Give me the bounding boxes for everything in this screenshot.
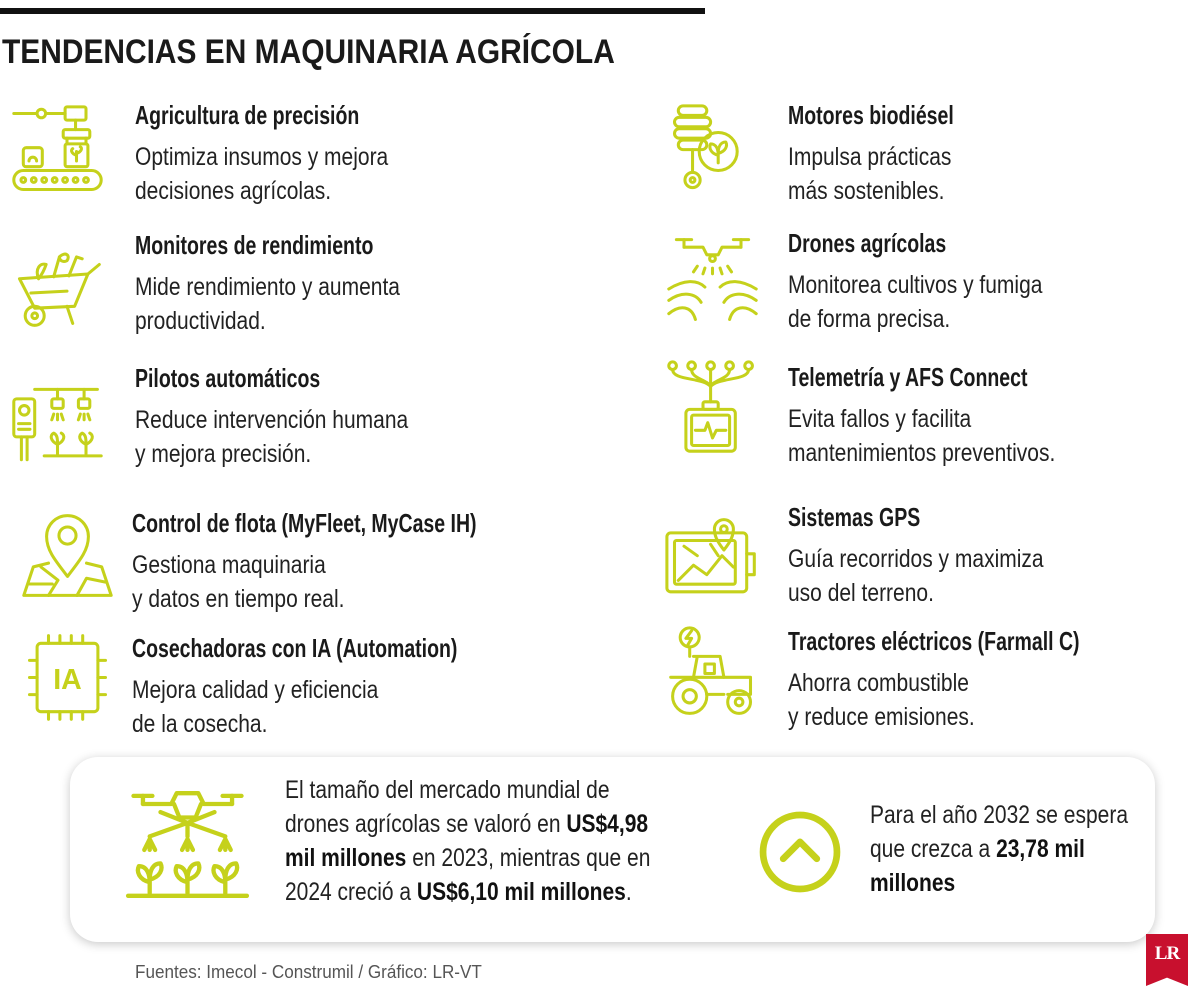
electric-tractor-icon xyxy=(665,626,760,721)
biodiesel-leaf-icon xyxy=(665,104,760,199)
trend-ai-harvesters: Cosechadoras con IA (Automation) Mejora … xyxy=(132,633,552,741)
trend-description: Ahorra combustible xyxy=(788,669,969,697)
autopilot-sprinkler-icon xyxy=(10,378,105,473)
trend-title: Telemetría y AFS Connect xyxy=(788,362,1028,392)
ai-chip-icon: IA xyxy=(20,630,115,725)
trend-description: y datos en tiempo real. xyxy=(132,585,345,613)
trend-gps-systems: Sistemas GPS Guía recorridos y maximiza … xyxy=(788,502,1200,610)
drone-field-icon xyxy=(665,232,760,327)
trend-description: y mejora precisión. xyxy=(135,440,312,468)
trend-autopilots: Pilotos automáticos Reduce intervención … xyxy=(135,363,555,471)
trend-title: Drones agrícolas xyxy=(788,228,947,258)
telemetry-monitor-icon xyxy=(665,360,760,455)
trend-description: uso del terreno. xyxy=(788,579,934,607)
gps-tablet-icon xyxy=(665,512,760,607)
trend-description: Impulsa prácticas xyxy=(788,143,952,171)
trend-fleet-control: Control de flota (MyFleet, MyCase IH) Ge… xyxy=(132,508,552,616)
svg-text:IA: IA xyxy=(53,664,82,696)
trend-description: Mide rendimiento y aumenta xyxy=(135,273,400,301)
trend-title: Tractores eléctricos (Farmall C) xyxy=(788,626,1080,656)
trend-description: Reduce intervención humana xyxy=(135,406,409,434)
market-value-text: El tamaño del mercado mundial de drones … xyxy=(285,776,651,906)
trend-description: Gestiona maquinaria xyxy=(132,551,326,579)
trend-description: y reduce emisiones. xyxy=(788,703,975,731)
trend-electric-tractors: Tractores eléctricos (Farmall C) Ahorra … xyxy=(788,626,1200,734)
trend-description: decisiones agrícolas. xyxy=(135,177,332,205)
trend-title: Monitores de rendimiento xyxy=(135,230,374,260)
trend-title: Pilotos automáticos xyxy=(135,363,321,393)
trend-biodiesel-engines: Motores biodiésel Impulsa prácticas más … xyxy=(788,100,1200,208)
trend-title: Agricultura de precisión xyxy=(135,100,360,130)
trend-title: Control de flota (MyFleet, MyCase IH) xyxy=(132,508,477,538)
value-2032-unit: millones xyxy=(870,869,956,897)
value-2032: 23,78 mil xyxy=(996,835,1085,863)
forecast-text: Para el año 2032 se espera que crezca a … xyxy=(870,801,1129,897)
precision-robot-icon xyxy=(10,104,105,199)
wheelbarrow-icon xyxy=(10,236,105,331)
source-credit: Fuentes: Imecol - Construmil / Gráfico: … xyxy=(135,962,482,982)
trend-title: Motores biodiésel xyxy=(788,100,954,130)
spraying-drone-icon xyxy=(120,777,255,912)
value-2024: US$6,10 mil millones xyxy=(416,878,626,906)
trend-description: de la cosecha. xyxy=(132,710,268,738)
trend-telemetry: Telemetría y AFS Connect Evita fallos y … xyxy=(788,362,1200,470)
trend-yield-monitors: Monitores de rendimiento Mide rendimient… xyxy=(135,230,555,338)
trend-title: Cosechadoras con IA (Automation) xyxy=(132,633,458,663)
trend-description: Mejora calidad y eficiencia xyxy=(132,676,379,704)
trend-description: mantenimientos preventivos. xyxy=(788,439,1056,467)
trend-description: Evita fallos y facilita xyxy=(788,405,972,433)
map-pin-icon xyxy=(20,508,115,603)
trend-agricultural-drones: Drones agrícolas Monitorea cultivos y fu… xyxy=(788,228,1200,336)
chevron-up-circle-icon xyxy=(758,810,842,894)
top-rule xyxy=(0,8,705,14)
value-2023: US$4,98 xyxy=(566,810,649,838)
trend-description: más sostenibles. xyxy=(788,177,945,205)
trend-description: Monitorea cultivos y fumiga xyxy=(788,271,1043,299)
trend-description: productividad. xyxy=(135,307,266,335)
trend-description: Guía recorridos y maximiza xyxy=(788,545,1044,573)
trend-precision-agriculture: Agricultura de precisión Optimiza insumo… xyxy=(135,100,555,208)
trend-title: Sistemas GPS xyxy=(788,502,921,532)
trend-description: Optimiza insumos y mejora xyxy=(135,143,389,171)
lr-logo: LR xyxy=(1146,934,1188,986)
trend-description: de forma precisa. xyxy=(788,305,951,333)
page-title: TENDENCIAS EN MAQUINARIA AGRÍCOLA xyxy=(2,33,615,71)
value-2023-unit: mil millones xyxy=(285,844,407,872)
market-summary-card: El tamaño del mercado mundial de drones … xyxy=(70,757,1155,942)
